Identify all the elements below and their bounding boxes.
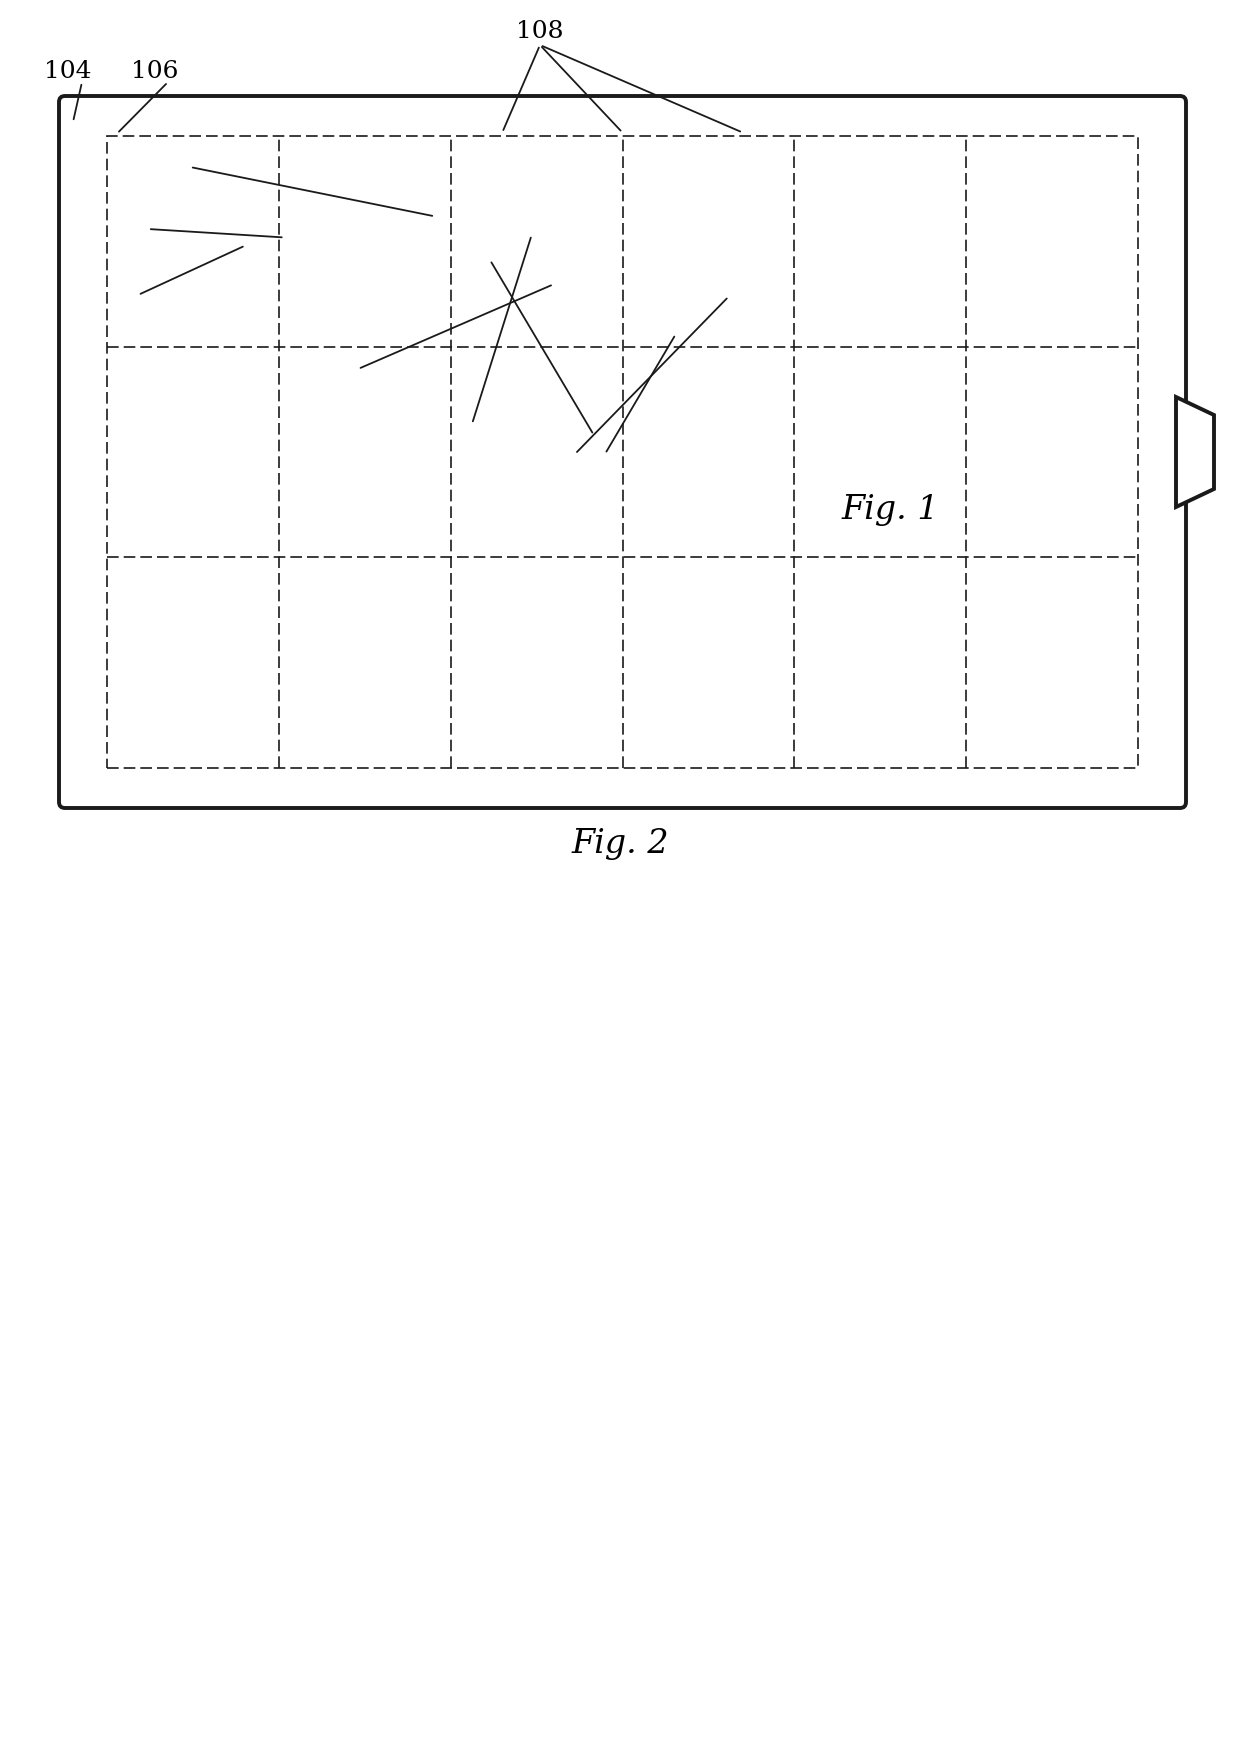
Polygon shape [487, 258, 596, 298]
Polygon shape [275, 214, 1025, 444]
Polygon shape [154, 214, 1025, 510]
Polygon shape [734, 336, 854, 378]
Text: Fig. 1: Fig. 1 [841, 495, 939, 526]
Text: Fig. 2: Fig. 2 [572, 827, 668, 861]
Polygon shape [154, 214, 275, 321]
Polygon shape [280, 204, 381, 251]
Bar [107, 136, 1138, 768]
Polygon shape [283, 192, 993, 425]
Text: 104: 104 [76, 296, 124, 319]
Polygon shape [497, 270, 618, 312]
Polygon shape [187, 192, 993, 460]
Text: 108: 108 [516, 21, 564, 44]
Polygon shape [1176, 397, 1214, 507]
Text: 100: 100 [136, 141, 184, 164]
Polygon shape [511, 258, 596, 312]
Text: 108: 108 [567, 455, 614, 479]
Text: 104: 104 [45, 61, 92, 84]
FancyBboxPatch shape [60, 96, 1185, 808]
Text: 110: 110 [306, 371, 353, 394]
Polygon shape [517, 270, 618, 317]
Polygon shape [754, 336, 854, 383]
Text: 102: 102 [97, 230, 144, 254]
Polygon shape [161, 284, 924, 507]
Text: 102: 102 [466, 265, 513, 289]
Polygon shape [255, 216, 1018, 441]
Polygon shape [211, 253, 968, 472]
Text: 106: 106 [131, 61, 179, 84]
Polygon shape [279, 216, 1018, 448]
Polygon shape [187, 192, 283, 296]
Polygon shape [260, 204, 381, 246]
Text: 106: 106 [432, 425, 479, 448]
Polygon shape [904, 423, 1025, 530]
